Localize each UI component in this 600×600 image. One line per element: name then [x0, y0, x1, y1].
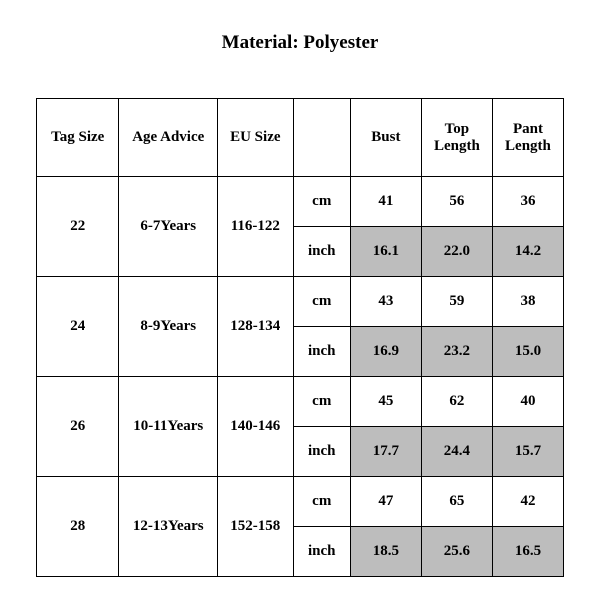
cell-eu-size: 128-134: [218, 277, 294, 377]
cell-unit-inch: inch: [293, 427, 350, 477]
cell-pant-cm: 42: [492, 477, 563, 527]
col-eu-size: EU Size: [218, 99, 294, 177]
cell-top-cm: 65: [421, 477, 492, 527]
cell-unit-inch: inch: [293, 227, 350, 277]
cell-tag-size: 24: [37, 277, 119, 377]
cell-top-inch: 22.0: [421, 227, 492, 277]
cell-top-cm: 56: [421, 177, 492, 227]
table-row: 28 12-13Years 152-158 cm 47 65 42: [37, 477, 564, 527]
cell-unit-cm: cm: [293, 477, 350, 527]
cell-age-advice: 6-7Years: [119, 177, 218, 277]
cell-top-inch: 25.6: [421, 527, 492, 577]
cell-top-inch: 24.4: [421, 427, 492, 477]
cell-bust-cm: 41: [350, 177, 421, 227]
cell-tag-size: 26: [37, 377, 119, 477]
cell-bust-inch: 17.7: [350, 427, 421, 477]
cell-tag-size: 28: [37, 477, 119, 577]
cell-age-advice: 10-11Years: [119, 377, 218, 477]
cell-pant-inch: 14.2: [492, 227, 563, 277]
cell-unit-inch: inch: [293, 527, 350, 577]
col-top-length: Top Length: [421, 99, 492, 177]
cell-pant-cm: 40: [492, 377, 563, 427]
table-row: 22 6-7Years 116-122 cm 41 56 36: [37, 177, 564, 227]
cell-tag-size: 22: [37, 177, 119, 277]
cell-age-advice: 8-9Years: [119, 277, 218, 377]
cell-bust-inch: 16.1: [350, 227, 421, 277]
cell-pant-inch: 15.0: [492, 327, 563, 377]
col-tag-size: Tag Size: [37, 99, 119, 177]
cell-unit-cm: cm: [293, 277, 350, 327]
cell-top-cm: 59: [421, 277, 492, 327]
size-table: Tag Size Age Advice EU Size Bust Top Len…: [36, 98, 564, 577]
table-row: 24 8-9Years 128-134 cm 43 59 38: [37, 277, 564, 327]
cell-top-cm: 62: [421, 377, 492, 427]
col-age-advice: Age Advice: [119, 99, 218, 177]
cell-unit-cm: cm: [293, 177, 350, 227]
cell-bust-inch: 16.9: [350, 327, 421, 377]
cell-age-advice: 12-13Years: [119, 477, 218, 577]
col-bust: Bust: [350, 99, 421, 177]
cell-pant-inch: 15.7: [492, 427, 563, 477]
cell-bust-inch: 18.5: [350, 527, 421, 577]
page-title: Material: Polyester: [0, 32, 600, 54]
col-unit-blank: [293, 99, 350, 177]
cell-bust-cm: 43: [350, 277, 421, 327]
cell-unit-cm: cm: [293, 377, 350, 427]
page: Material: Polyester Tag Size Age Advice …: [0, 0, 600, 600]
table-header-row: Tag Size Age Advice EU Size Bust Top Len…: [37, 99, 564, 177]
cell-pant-cm: 36: [492, 177, 563, 227]
cell-pant-cm: 38: [492, 277, 563, 327]
cell-eu-size: 140-146: [218, 377, 294, 477]
cell-unit-inch: inch: [293, 327, 350, 377]
cell-top-inch: 23.2: [421, 327, 492, 377]
col-pant-length: Pant Length: [492, 99, 563, 177]
cell-eu-size: 152-158: [218, 477, 294, 577]
cell-pant-inch: 16.5: [492, 527, 563, 577]
table-row: 26 10-11Years 140-146 cm 45 62 40: [37, 377, 564, 427]
cell-eu-size: 116-122: [218, 177, 294, 277]
cell-bust-cm: 45: [350, 377, 421, 427]
cell-bust-cm: 47: [350, 477, 421, 527]
